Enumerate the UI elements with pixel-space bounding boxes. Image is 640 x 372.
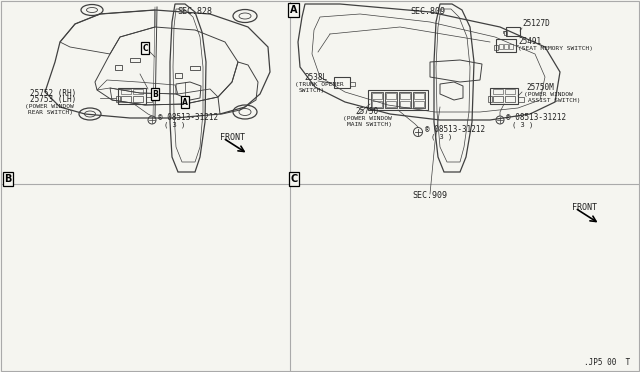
Bar xyxy=(505,96,515,102)
Bar xyxy=(504,44,508,49)
Bar xyxy=(386,93,396,99)
Bar xyxy=(400,93,410,99)
Text: SEC.828: SEC.828 xyxy=(177,7,212,16)
Bar xyxy=(190,66,200,70)
Text: 25750M: 25750M xyxy=(526,83,554,92)
Bar xyxy=(130,58,140,62)
Bar xyxy=(499,44,503,49)
Bar xyxy=(488,96,492,102)
Text: 25753 (LH): 25753 (LH) xyxy=(30,95,76,104)
Text: C: C xyxy=(291,174,298,184)
Bar xyxy=(504,31,507,35)
Bar xyxy=(385,92,397,108)
Bar xyxy=(146,97,152,102)
Text: (POWER WINDOW: (POWER WINDOW xyxy=(524,92,573,97)
Text: SEC.909: SEC.909 xyxy=(413,191,447,200)
Bar xyxy=(413,92,425,108)
Bar xyxy=(115,65,122,70)
Bar xyxy=(372,93,382,99)
Text: MAIN SWITCH): MAIN SWITCH) xyxy=(347,122,392,127)
Text: C: C xyxy=(142,44,148,52)
Text: 25752 (RH): 25752 (RH) xyxy=(30,89,76,98)
Bar xyxy=(494,45,498,50)
Text: SEC.809: SEC.809 xyxy=(410,7,445,16)
Bar xyxy=(118,88,146,104)
Bar xyxy=(371,92,383,108)
Text: (POWER WINDOW: (POWER WINDOW xyxy=(343,116,392,121)
Text: ASSIST SWITCH): ASSIST SWITCH) xyxy=(528,98,580,103)
Text: A: A xyxy=(182,97,188,106)
Text: (POWER WINDOW: (POWER WINDOW xyxy=(25,104,74,109)
Text: ( 3 ): ( 3 ) xyxy=(512,121,533,128)
Text: ® 08513-31212: ® 08513-31212 xyxy=(158,113,218,122)
Bar xyxy=(490,88,518,104)
Bar xyxy=(414,101,424,107)
Bar xyxy=(121,96,131,102)
Text: ® 08513-31212: ® 08513-31212 xyxy=(425,125,485,134)
Text: B: B xyxy=(4,174,12,184)
Text: ( 3 ): ( 3 ) xyxy=(164,121,185,128)
Bar xyxy=(133,96,143,102)
Bar xyxy=(133,89,143,94)
Bar xyxy=(493,96,503,102)
Text: (TRUNK OPENER: (TRUNK OPENER xyxy=(295,82,344,87)
Bar xyxy=(496,39,516,52)
Text: 2538L: 2538L xyxy=(304,73,327,82)
Text: A: A xyxy=(291,5,298,15)
Text: ® 08513-31212: ® 08513-31212 xyxy=(506,113,566,122)
Bar xyxy=(400,101,410,107)
Bar xyxy=(334,77,350,88)
Bar xyxy=(116,96,120,102)
Text: FRONT: FRONT xyxy=(220,133,245,142)
Text: .JP5 00  T: .JP5 00 T xyxy=(584,358,630,367)
Bar xyxy=(386,101,396,107)
Bar xyxy=(399,92,411,108)
Bar xyxy=(509,44,513,49)
Bar xyxy=(372,101,382,107)
Bar xyxy=(121,89,131,94)
Text: (SEAT MEMORY SWITCH): (SEAT MEMORY SWITCH) xyxy=(518,46,593,51)
Text: SWITCH): SWITCH) xyxy=(299,88,325,93)
Text: ( 3 ): ( 3 ) xyxy=(431,133,452,140)
Bar xyxy=(493,89,503,94)
Text: 25491: 25491 xyxy=(518,37,541,46)
Bar xyxy=(414,93,424,99)
Text: B: B xyxy=(152,90,158,99)
Bar xyxy=(350,82,355,86)
Bar xyxy=(518,97,524,102)
Text: REAR SWITCH): REAR SWITCH) xyxy=(28,110,73,115)
Text: FRONT: FRONT xyxy=(572,203,597,212)
Bar xyxy=(175,73,182,78)
Bar xyxy=(505,89,515,94)
Bar xyxy=(368,90,428,110)
Text: 25750: 25750 xyxy=(355,107,378,116)
Text: 25127D: 25127D xyxy=(522,19,550,28)
Bar xyxy=(506,27,520,36)
